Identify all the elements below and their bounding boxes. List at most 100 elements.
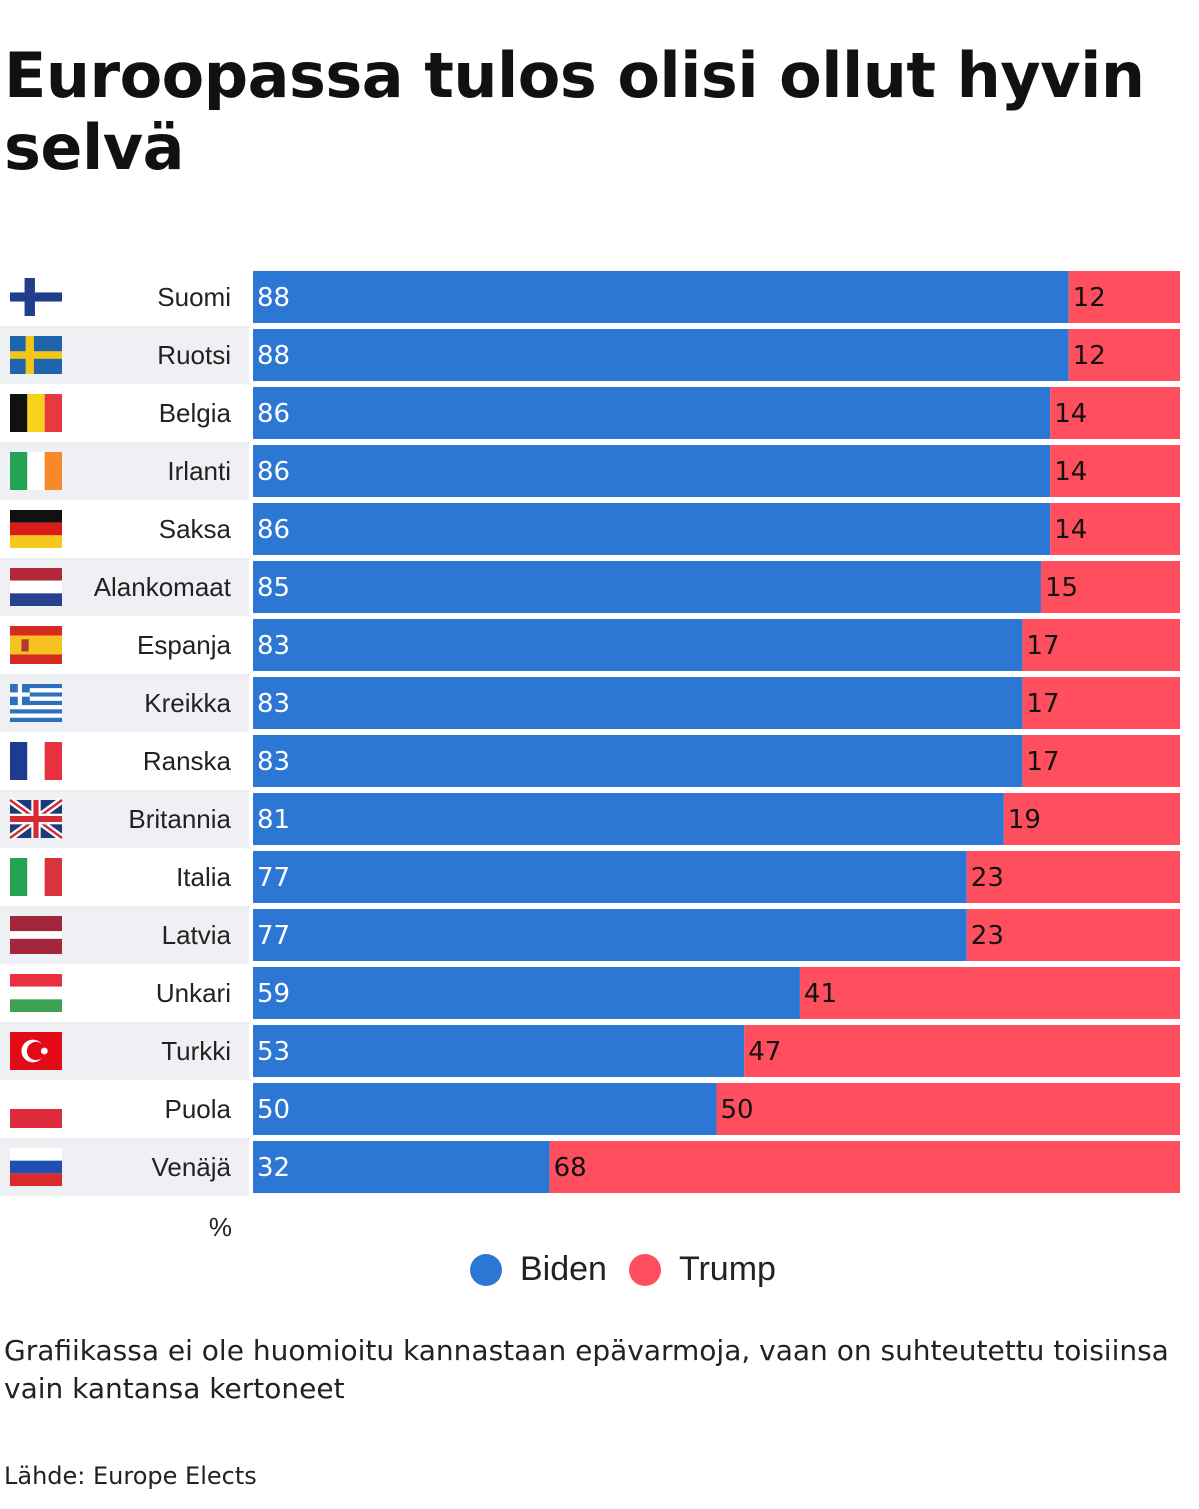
value-label-biden: 77 — [257, 863, 290, 893]
russia-flag-icon — [10, 1148, 62, 1186]
bar-trump — [1068, 329, 1180, 381]
bar-trump — [799, 967, 1180, 1019]
bar-trump — [1022, 677, 1180, 729]
flag-part — [44, 452, 62, 490]
bar-biden — [253, 619, 1023, 671]
bar-trump — [1022, 619, 1180, 671]
value-label-biden: 86 — [257, 399, 290, 429]
flag-part — [10, 700, 62, 706]
value-label-biden: 88 — [257, 341, 290, 371]
flag-part — [10, 858, 28, 896]
ireland-flag-icon — [10, 452, 62, 490]
country-label: Latvia — [162, 920, 232, 950]
bar-biden — [253, 1141, 550, 1193]
value-label-biden: 86 — [257, 457, 290, 487]
value-label-biden: 83 — [257, 747, 290, 777]
value-label-trump: 50 — [721, 1095, 754, 1125]
bar-trump — [1068, 271, 1180, 323]
flag-part — [10, 351, 62, 359]
flag-part — [10, 1109, 62, 1128]
bar-biden — [253, 561, 1041, 613]
country-label: Saksa — [159, 514, 232, 544]
bar-biden — [253, 909, 967, 961]
flag-part — [33, 800, 39, 838]
value-label-biden: 83 — [257, 631, 290, 661]
flag-part — [10, 522, 62, 536]
value-label-biden: 83 — [257, 689, 290, 719]
value-label-biden: 77 — [257, 921, 290, 951]
flag-part — [10, 626, 62, 636]
legend: Biden Trump — [470, 1250, 798, 1289]
value-label-biden: 53 — [257, 1037, 290, 1067]
bar-biden — [253, 677, 1023, 729]
value-label-biden: 88 — [257, 283, 290, 313]
flag-part — [10, 1160, 62, 1174]
value-label-trump: 14 — [1054, 457, 1087, 487]
flag-part — [10, 510, 62, 523]
poland-flag-icon — [10, 1090, 62, 1128]
flag-part — [10, 931, 62, 939]
spain-flag-icon — [10, 626, 62, 664]
bar-trump — [1050, 445, 1180, 497]
bar-biden — [253, 851, 967, 903]
value-label-trump: 15 — [1045, 573, 1078, 603]
flag-part — [17, 684, 22, 706]
bar-trump — [1050, 387, 1180, 439]
turkey-flag-icon — [10, 1032, 62, 1070]
flag-part — [40, 1047, 48, 1055]
bar-trump — [1003, 793, 1180, 845]
bar-biden — [253, 329, 1069, 381]
value-label-trump: 47 — [748, 1037, 781, 1067]
country-label: Irlanti — [167, 456, 231, 486]
unit-label: % — [208, 1212, 232, 1242]
flag-part — [10, 692, 62, 697]
bar-biden — [253, 793, 1004, 845]
chart-note: Grafiikassa ei ole huomioitu kannastaan … — [4, 1334, 1169, 1405]
netherlands-flag-icon — [10, 568, 62, 606]
country-label: Ranska — [143, 746, 232, 776]
flag-part — [44, 742, 62, 780]
sweden-flag-icon — [10, 336, 62, 374]
flag-part — [10, 568, 62, 581]
flag-part — [10, 452, 28, 490]
source-credit: Lähde: Europe Elects — [4, 1462, 257, 1490]
flag-part — [44, 394, 62, 432]
value-label-biden: 81 — [257, 805, 290, 835]
flag-part — [10, 713, 62, 718]
greece-flag-icon — [10, 684, 62, 722]
country-label: Espanja — [137, 630, 231, 660]
value-label-trump: 12 — [1073, 283, 1106, 313]
value-label-trump: 17 — [1026, 747, 1059, 777]
flag-part — [10, 292, 62, 302]
flag-part — [26, 1041, 46, 1061]
legend-dot-biden — [470, 1253, 502, 1286]
flag-part — [27, 394, 45, 432]
flag-part — [10, 654, 62, 664]
bar-trump — [744, 1025, 1180, 1077]
country-label: Alankomaat — [94, 572, 232, 602]
bar-trump — [1022, 735, 1180, 787]
bar-biden — [253, 735, 1023, 787]
flag-part — [10, 535, 62, 548]
flag-part — [10, 1173, 62, 1186]
legend-label-trump: Trump — [678, 1250, 776, 1288]
flag-part — [27, 858, 45, 896]
country-label: Belgia — [159, 398, 232, 428]
value-label-trump: 14 — [1054, 515, 1087, 545]
bar-trump — [1050, 503, 1180, 555]
germany-flag-icon — [10, 510, 62, 548]
value-label-trump: 17 — [1026, 631, 1059, 661]
flag-part — [44, 858, 62, 896]
france-flag-icon — [10, 742, 62, 780]
flag-part — [10, 684, 62, 689]
flag-part — [27, 742, 45, 780]
bar-biden — [253, 271, 1069, 323]
legend-label-biden: Biden — [520, 1250, 607, 1288]
value-label-trump: 14 — [1054, 399, 1087, 429]
country-label: Italia — [176, 862, 231, 892]
flag-part — [25, 336, 34, 374]
flag-part — [24, 278, 35, 316]
belgium-flag-icon — [10, 394, 62, 432]
stacked-bar-chart: Suomi 88 12 Ruotsi 88 12 Belgia 86 14 Irlanti 86 14… — [0, 271, 1180, 1196]
flag-part — [10, 688, 62, 693]
